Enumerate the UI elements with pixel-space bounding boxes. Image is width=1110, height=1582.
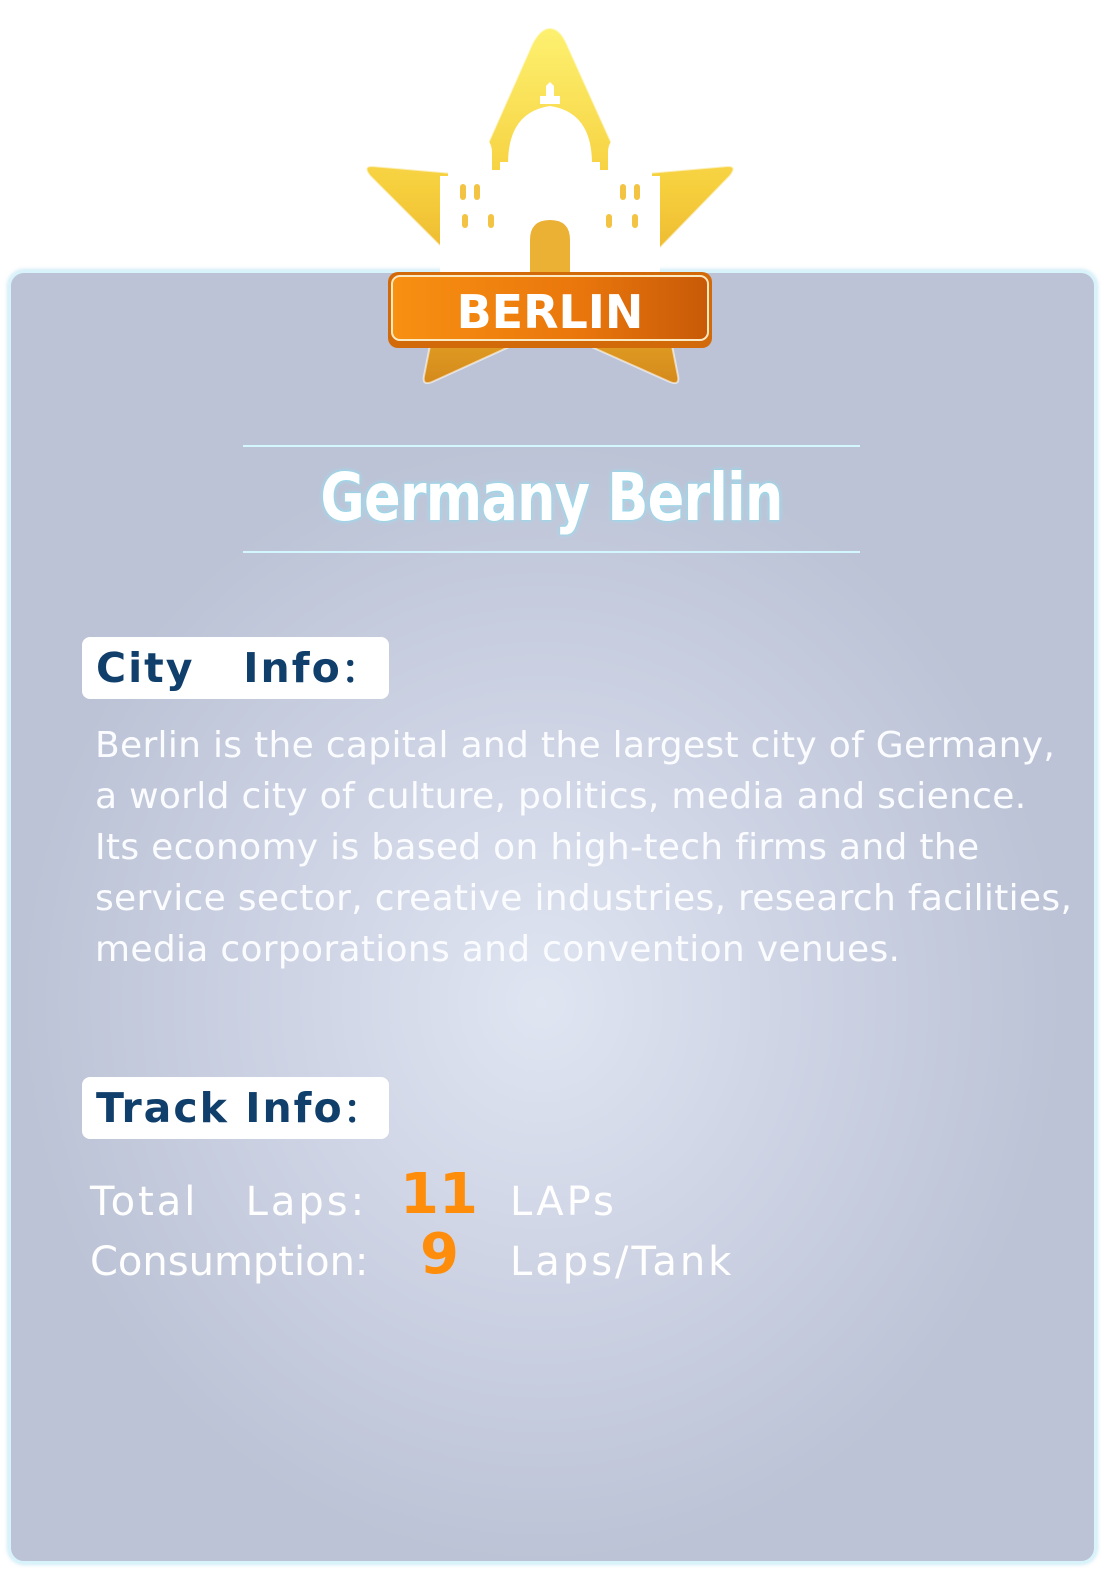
info-card [8,270,1097,1564]
city-badge-label: BERLIN [457,285,644,339]
city-badge: BERLIN [365,26,735,385]
city-info-label-text: City Info [96,644,342,692]
title-divider-top [243,445,860,447]
city-ribbon: BERLIN [388,272,712,348]
description-line: media corporations and convention venues… [95,929,901,970]
description-line: service sector, creative industries, res… [95,878,1073,919]
description-line: Its economy is based on high-tech firms … [95,827,980,868]
track-info-colon: ： [343,1091,380,1131]
city-info-label: City Info： [82,637,389,699]
track-info-label: Track Info： [82,1077,389,1139]
total-laps-label: Total Laps: [90,1179,368,1225]
title-banner: Germany Berlin [243,445,860,555]
city-info-colon: ： [341,651,378,691]
total-laps-unit: LAPs [510,1179,617,1225]
total-laps-row: Total Laps: 11 LAPs [90,1165,614,1226]
consumption-unit: Laps/Tank [510,1239,735,1285]
page-title: Germany Berlin [320,459,783,536]
title-divider-bottom [243,551,860,553]
consumption-value: 9 [420,1222,459,1287]
city-description: Berlin is the capital and the largest ci… [95,720,1095,975]
description-line: a world city of culture, politics, media… [95,776,1027,817]
description-line: Berlin is the capital and the largest ci… [95,725,1056,766]
track-info-label-text: Track Info [96,1084,344,1132]
consumption-row: Consumption: 9 Laps/Tank [90,1225,731,1286]
consumption-label: Consumption: [90,1239,369,1285]
total-laps-value: 11 [400,1162,478,1227]
